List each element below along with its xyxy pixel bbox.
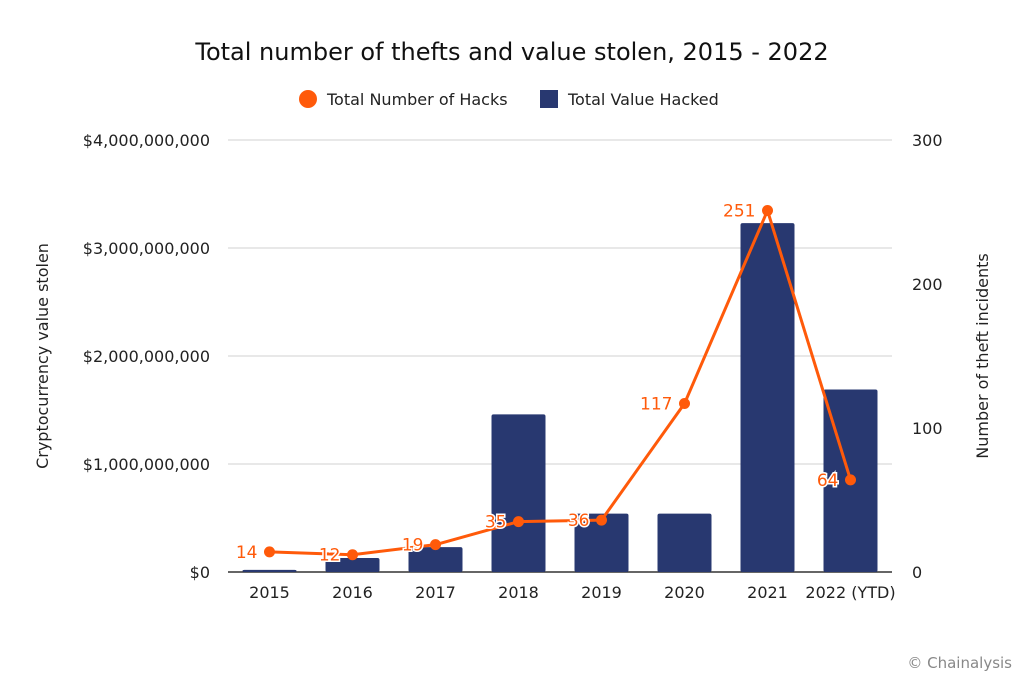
y-right-tick-label: 300 [912,131,943,150]
bar-2019 [574,513,629,572]
line-point-2015 [264,546,275,558]
bar-2016 [325,557,380,572]
data-label: 12 [319,546,341,566]
data-label: 14 [236,543,258,563]
y-left-tick-label: $2,000,000,000 [83,347,210,366]
bar-2017 [408,547,463,572]
data-label: 36 [568,511,590,531]
line-point-2018 [513,516,524,528]
chart-title: Total number of thefts and value stolen,… [194,38,828,66]
credit: © Chainalysis [907,654,1012,672]
bar-2021 [740,223,795,572]
x-tick-label: 2015 [249,583,290,602]
line-point-2020 [679,398,690,410]
x-tick-label: 2020 [664,583,705,602]
line-point-2019 [596,514,607,526]
y-left-tick-label: $1,000,000,000 [83,455,210,474]
x-tick-label: 2017 [415,583,456,602]
line-point-2021 [762,205,773,217]
y-left-tick-label: $4,000,000,000 [83,131,210,150]
y-left-axis-label: Cryptocurrency value stolen [33,243,52,469]
y-right-tick-label: 100 [912,419,943,438]
bar-2018 [491,414,546,572]
legend-line-label: Total Number of Hacks [326,90,508,109]
line-series [269,209,852,557]
data-label: 19 [402,536,424,556]
y-right-axis-label: Number of theft incidents [973,253,992,458]
data-label: 35 [485,513,507,533]
legend-bar-label: Total Value Hacked [567,90,719,109]
y-right-tick-label: 0 [912,563,922,582]
data-label: 251 [723,202,755,222]
x-tick-label: 2021 [747,583,788,602]
x-tick-label: 2022 (YTD) [805,583,895,602]
x-tick-label: 2019 [581,583,622,602]
legend-bar-marker [540,90,558,108]
data-label: 117 [640,395,672,415]
line-point-2016 [347,549,358,561]
line-point-2022 (YTD) [845,474,856,486]
x-tick-label: 2016 [332,583,373,602]
y-left-tick-label: $0 [190,563,210,582]
y-right-tick-label: 200 [912,275,943,294]
bar-2020 [657,513,712,572]
data-label: 64 [817,471,839,491]
x-tick-label: 2018 [498,583,539,602]
y-left-tick-label: $3,000,000,000 [83,239,210,258]
line-point-2017 [430,539,441,551]
legend-line-marker [299,90,317,108]
bar-2015 [242,569,297,572]
